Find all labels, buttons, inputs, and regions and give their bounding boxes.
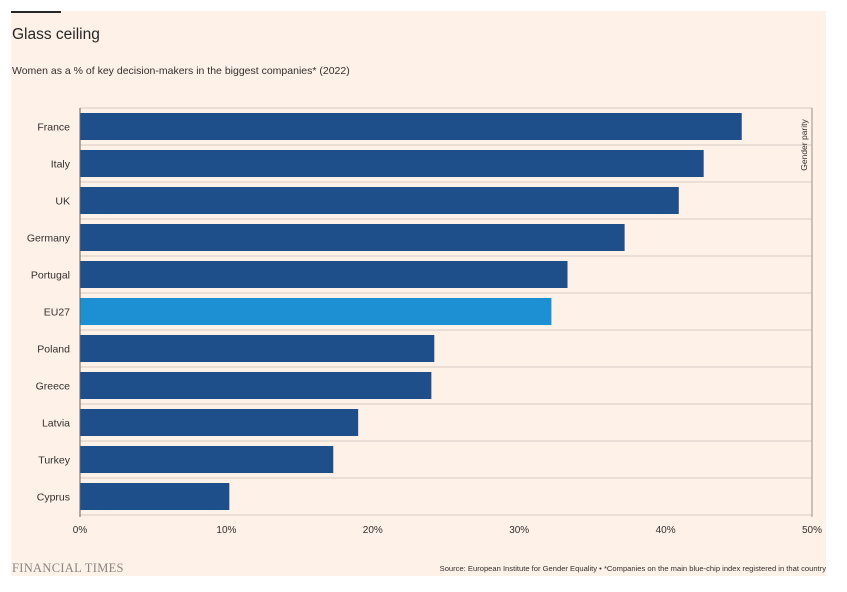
- x-tick-label: 40%: [656, 525, 676, 536]
- chart-subtitle: Women as a % of key decision-makers in t…: [12, 65, 350, 77]
- x-tick-label: 50%: [802, 525, 822, 536]
- ft-logo-text: FINANCIAL TIMES: [12, 561, 124, 575]
- category-label: Portugal: [31, 270, 70, 282]
- bar: [80, 150, 704, 177]
- category-label: EU27: [44, 307, 70, 319]
- title-rule: [11, 11, 61, 13]
- bar: [80, 335, 435, 362]
- bar: [80, 446, 334, 473]
- category-label: Turkey: [38, 455, 70, 467]
- x-tick-label: 30%: [509, 525, 529, 536]
- chart-panel: Glass ceiling Women as a % of key decisi…: [11, 11, 826, 576]
- x-tick-label: 0%: [73, 525, 88, 536]
- category-label: France: [37, 122, 70, 134]
- category-label: Cyprus: [37, 492, 70, 504]
- category-label: Germany: [27, 233, 71, 245]
- bar: [80, 261, 568, 288]
- category-label: Italy: [51, 159, 71, 171]
- x-tick-label: 10%: [216, 525, 236, 536]
- chart-title: Glass ceiling: [12, 26, 100, 43]
- bar: [80, 298, 552, 325]
- bar: [80, 187, 679, 214]
- x-tick-label: 20%: [363, 525, 383, 536]
- bar: [80, 409, 359, 436]
- bar-chart: 0% 10% 20% 30% 40% 50% France Italy UK Germany Por…: [27, 107, 822, 536]
- source-note: Source: European Institute for Gender Eq…: [439, 564, 826, 573]
- category-label: Greece: [36, 381, 71, 393]
- category-label: UK: [55, 196, 70, 208]
- category-label: Latvia: [42, 418, 70, 430]
- gender-parity-label: Gender parity: [799, 119, 809, 171]
- bar: [80, 113, 742, 140]
- bar: [80, 483, 230, 510]
- category-label: Poland: [37, 344, 70, 356]
- bar: [80, 224, 625, 251]
- bar: [80, 372, 432, 399]
